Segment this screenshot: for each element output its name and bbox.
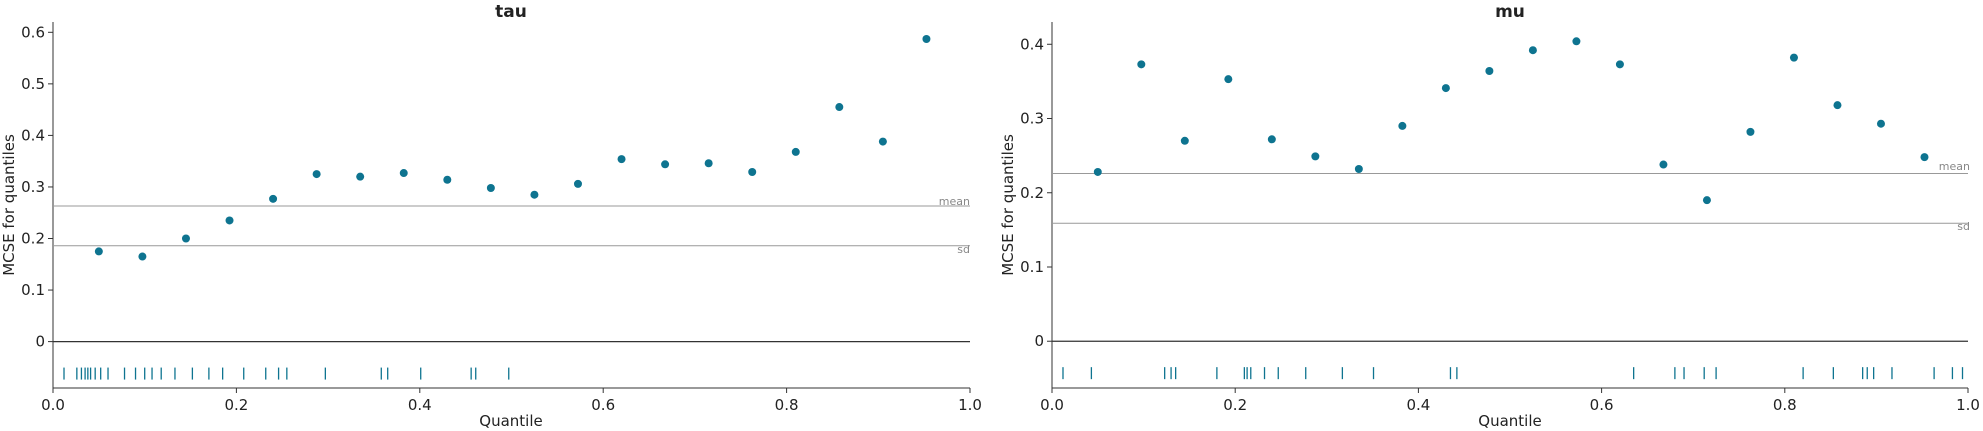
mean-label-tau: mean	[939, 195, 970, 208]
data-point	[1833, 101, 1842, 110]
data-point	[1354, 164, 1363, 173]
data-point	[269, 194, 278, 203]
y-tick-label: 0.4	[1020, 35, 1044, 53]
data-point	[225, 216, 234, 225]
data-point	[1398, 121, 1407, 130]
y-tick-label: 0.2	[21, 230, 45, 248]
data-point	[1789, 53, 1798, 62]
data-point	[1224, 75, 1233, 84]
x-tick-label: 0.8	[775, 396, 799, 414]
data-point	[878, 137, 887, 146]
data-point	[1267, 135, 1276, 144]
data-point	[1528, 46, 1537, 55]
y-axis-label-tau: MCSE for quantiles	[0, 134, 18, 276]
data-point	[1659, 160, 1668, 169]
data-point	[1180, 136, 1189, 145]
data-point	[94, 247, 103, 256]
y-tick-label: 0.3	[21, 178, 45, 196]
y-axis-label-mu: MCSE for quantiles	[999, 134, 1017, 276]
data-point	[399, 169, 408, 178]
x-tick-label: 0.0	[1040, 396, 1064, 414]
data-point	[1311, 152, 1320, 161]
x-tick-label: 1.0	[958, 396, 982, 414]
data-point	[486, 183, 495, 192]
x-tick-label: 0.2	[1223, 396, 1247, 414]
data-point	[1702, 196, 1711, 205]
data-point	[443, 175, 452, 184]
x-tick-label: 0.0	[41, 396, 65, 414]
data-point	[138, 252, 147, 261]
x-tick-label: 0.6	[1590, 396, 1614, 414]
y-tick-label: 0	[35, 333, 45, 351]
data-point	[1920, 153, 1929, 162]
sd-label-mu: sd	[1957, 220, 1970, 233]
y-tick-label: 0.1	[21, 281, 45, 299]
y-tick-label: 0	[1034, 332, 1044, 350]
data-point	[1572, 37, 1581, 46]
chart-title-mu: mu	[1495, 2, 1525, 22]
data-point	[530, 190, 539, 199]
data-point	[312, 170, 321, 179]
chart-title-tau: tau	[495, 2, 527, 22]
y-tick-label: 0.3	[1020, 110, 1044, 128]
data-point	[1441, 84, 1450, 93]
data-point	[1137, 60, 1146, 69]
data-point	[791, 147, 800, 156]
y-tick-label: 0.2	[1020, 184, 1044, 202]
mean-label-mu: mean	[1939, 160, 1970, 173]
x-axis-label-mu: Quantile	[1478, 412, 1541, 430]
data-point	[748, 168, 757, 177]
y-tick-label: 0.5	[21, 75, 45, 93]
x-tick-label: 0.8	[1773, 396, 1797, 414]
data-point	[661, 160, 670, 169]
data-point	[1485, 66, 1494, 75]
data-point	[704, 159, 713, 168]
y-tick-label: 0.1	[1020, 258, 1044, 276]
data-point	[922, 35, 931, 44]
sd-label-tau: sd	[957, 243, 970, 256]
data-point	[573, 179, 582, 188]
data-point	[1093, 167, 1102, 176]
data-point	[1876, 119, 1885, 128]
x-tick-label: 0.4	[408, 396, 432, 414]
x-tick-label: 0.2	[224, 396, 248, 414]
x-axis-label-tau: Quantile	[479, 412, 542, 430]
data-point	[1746, 127, 1755, 136]
data-point	[356, 172, 365, 181]
x-tick-label: 1.0	[1956, 396, 1980, 414]
panel-tau: tau Quantile MCSE for quantiles mean sd …	[0, 2, 982, 430]
y-tick-label: 0.6	[21, 23, 45, 41]
y-tick-label: 0.4	[21, 126, 45, 144]
panel-mu: mu Quantile MCSE for quantiles mean sd 0…	[999, 2, 1980, 430]
data-point	[835, 103, 844, 112]
data-point	[181, 234, 190, 243]
data-point	[1615, 60, 1624, 69]
x-tick-label: 0.6	[591, 396, 615, 414]
data-point	[617, 155, 626, 164]
x-tick-label: 0.4	[1406, 396, 1430, 414]
